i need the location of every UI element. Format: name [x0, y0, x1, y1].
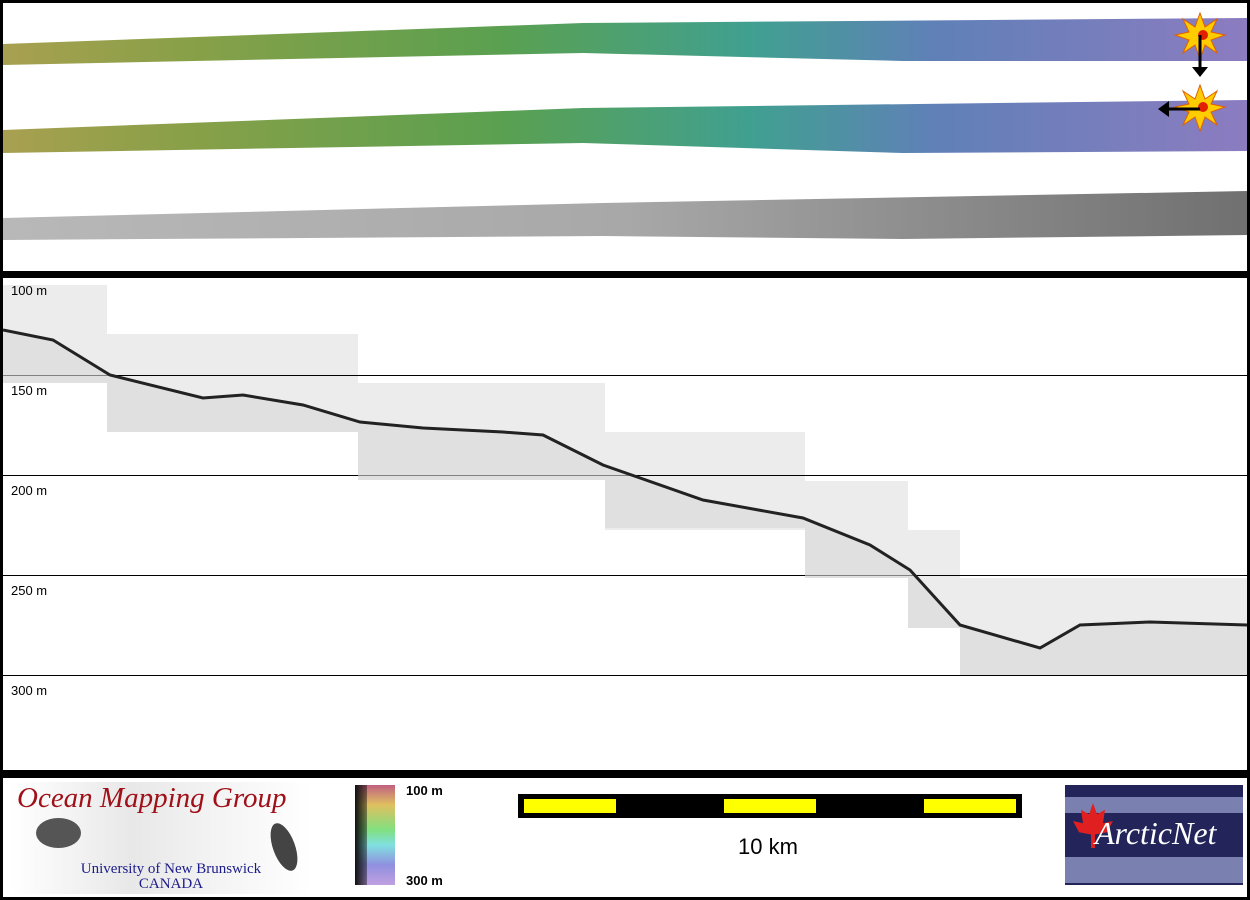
depth-colorbar — [355, 785, 395, 885]
colorbar-top-label: 100 m — [406, 783, 443, 798]
depth-label-100: 100 m — [11, 283, 48, 298]
legend-panel: Ocean Mapping Group University of New Br… — [3, 778, 1247, 897]
depth-gridlines — [3, 375, 1247, 676]
arcticnet-logo: ArcticNet — [1065, 785, 1243, 885]
omg-country: CANADA — [138, 876, 204, 892]
swath-strip-3-backscatter — [3, 191, 1247, 240]
colorbar-bottom-label: 300 m — [406, 873, 443, 888]
omg-logo: Ocean Mapping Group University of New Br… — [11, 782, 311, 894]
depth-label-300: 300 m — [11, 683, 48, 698]
swath-strips — [3, 11, 1247, 240]
arrow-down-icon — [1192, 35, 1208, 77]
seafloor-profile-line — [3, 328, 1247, 650]
arcticnet-logo-text: ArcticNet — [1095, 815, 1217, 851]
omg-logo-title: Ocean Mapping Group — [17, 782, 287, 814]
omg-university: University of New Brunswick — [80, 861, 262, 877]
profile-graphic — [3, 285, 1247, 676]
sonar-image-icon — [36, 818, 81, 848]
depth-label-250: 250 m — [11, 583, 48, 598]
swath-panel — [3, 3, 1247, 271]
swath-strip-2 — [3, 100, 1247, 153]
depth-label-200: 200 m — [11, 483, 48, 498]
depth-label-150: 150 m — [11, 383, 48, 398]
omg-logo-subtitle: University of New Brunswick CANADA — [71, 862, 271, 892]
scale-bar — [518, 794, 1022, 818]
arrow-left-icon — [1158, 101, 1200, 117]
scale-bar-label: 10 km — [738, 834, 798, 859]
swath-strip-1 — [3, 18, 1247, 65]
subbottom-profile-panel: 100 m 150 m 200 m 250 m 300 m — [3, 278, 1247, 770]
sediment-fill — [3, 330, 1247, 675]
